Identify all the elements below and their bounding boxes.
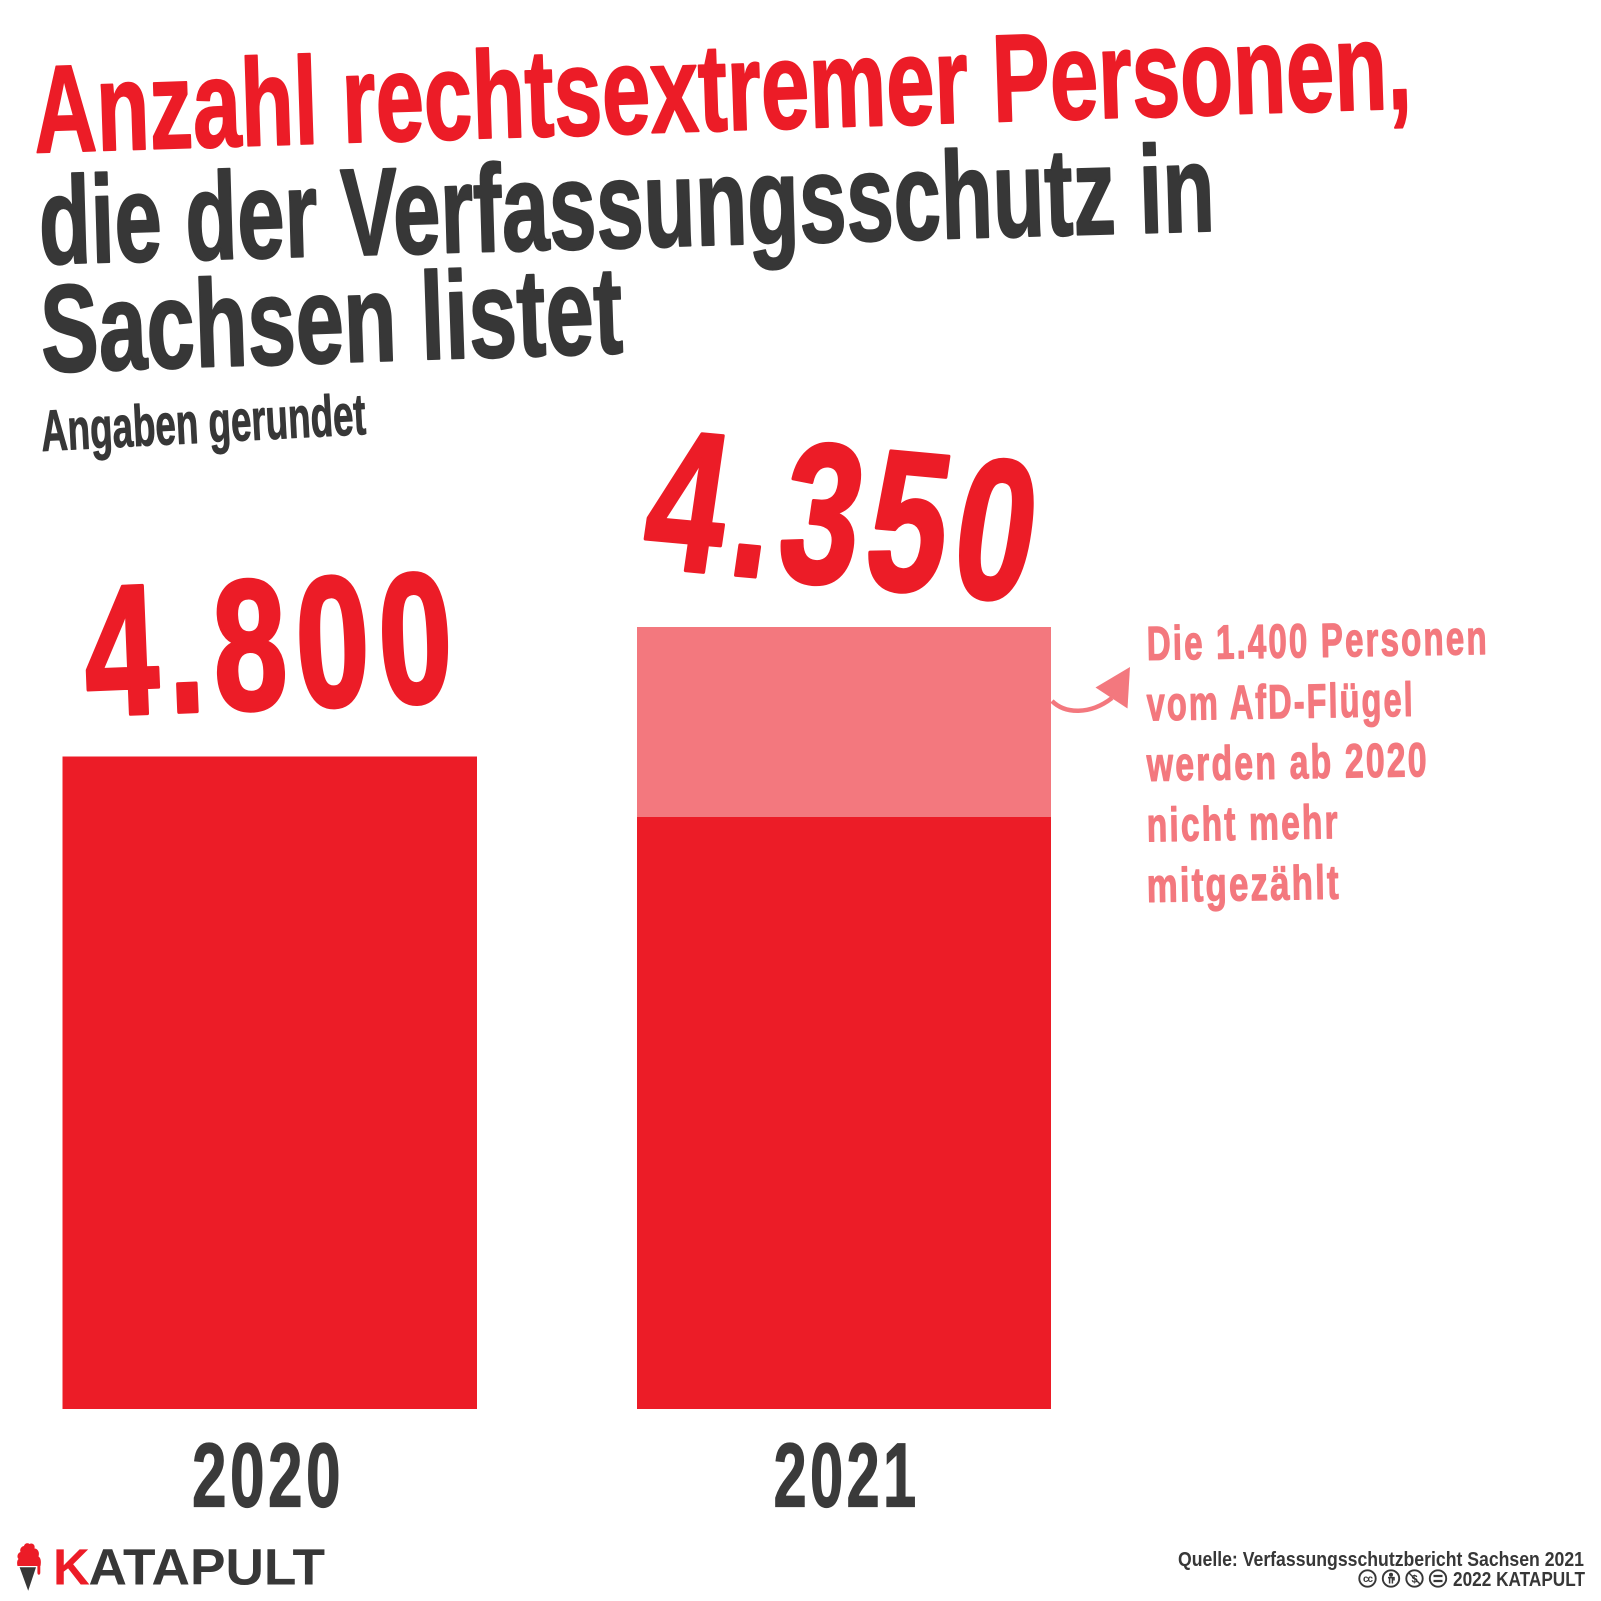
svg-text:2020: 2020: [192, 1426, 344, 1527]
svg-text:Die 1.400 Personen: Die 1.400 Personen: [1146, 612, 1489, 671]
svg-text:2022 KATAPULT: 2022 KATAPULT: [1453, 1568, 1585, 1591]
svg-text:4.800: 4.800: [80, 535, 465, 756]
svg-text:2021: 2021: [774, 1426, 920, 1527]
svg-text:cc: cc: [1363, 1574, 1374, 1585]
svg-text:ATAPULT: ATAPULT: [89, 1539, 326, 1596]
svg-text:Quelle: Verfassungsschutzberic: Quelle: Verfassungsschutzbericht Sachsen…: [1178, 1548, 1584, 1571]
svg-text:werden ab 2020: werden ab 2020: [1146, 734, 1430, 792]
svg-text:mitgezählt: mitgezählt: [1146, 857, 1341, 913]
svg-text:4.350: 4.350: [633, 389, 1060, 645]
svg-text:die der Verfassungsschutz in: die der Verfassungsschutz in: [37, 120, 1216, 291]
svg-text:Angaben gerundet: Angaben gerundet: [39, 382, 367, 464]
svg-text:K: K: [53, 1539, 90, 1596]
svg-text:vom AfD-Flügel: vom AfD-Flügel: [1146, 674, 1415, 732]
svg-text:$: $: [1411, 1574, 1417, 1586]
svg-text:nicht mehr: nicht mehr: [1146, 796, 1340, 852]
svg-text:Sachsen listet: Sachsen listet: [38, 242, 624, 399]
